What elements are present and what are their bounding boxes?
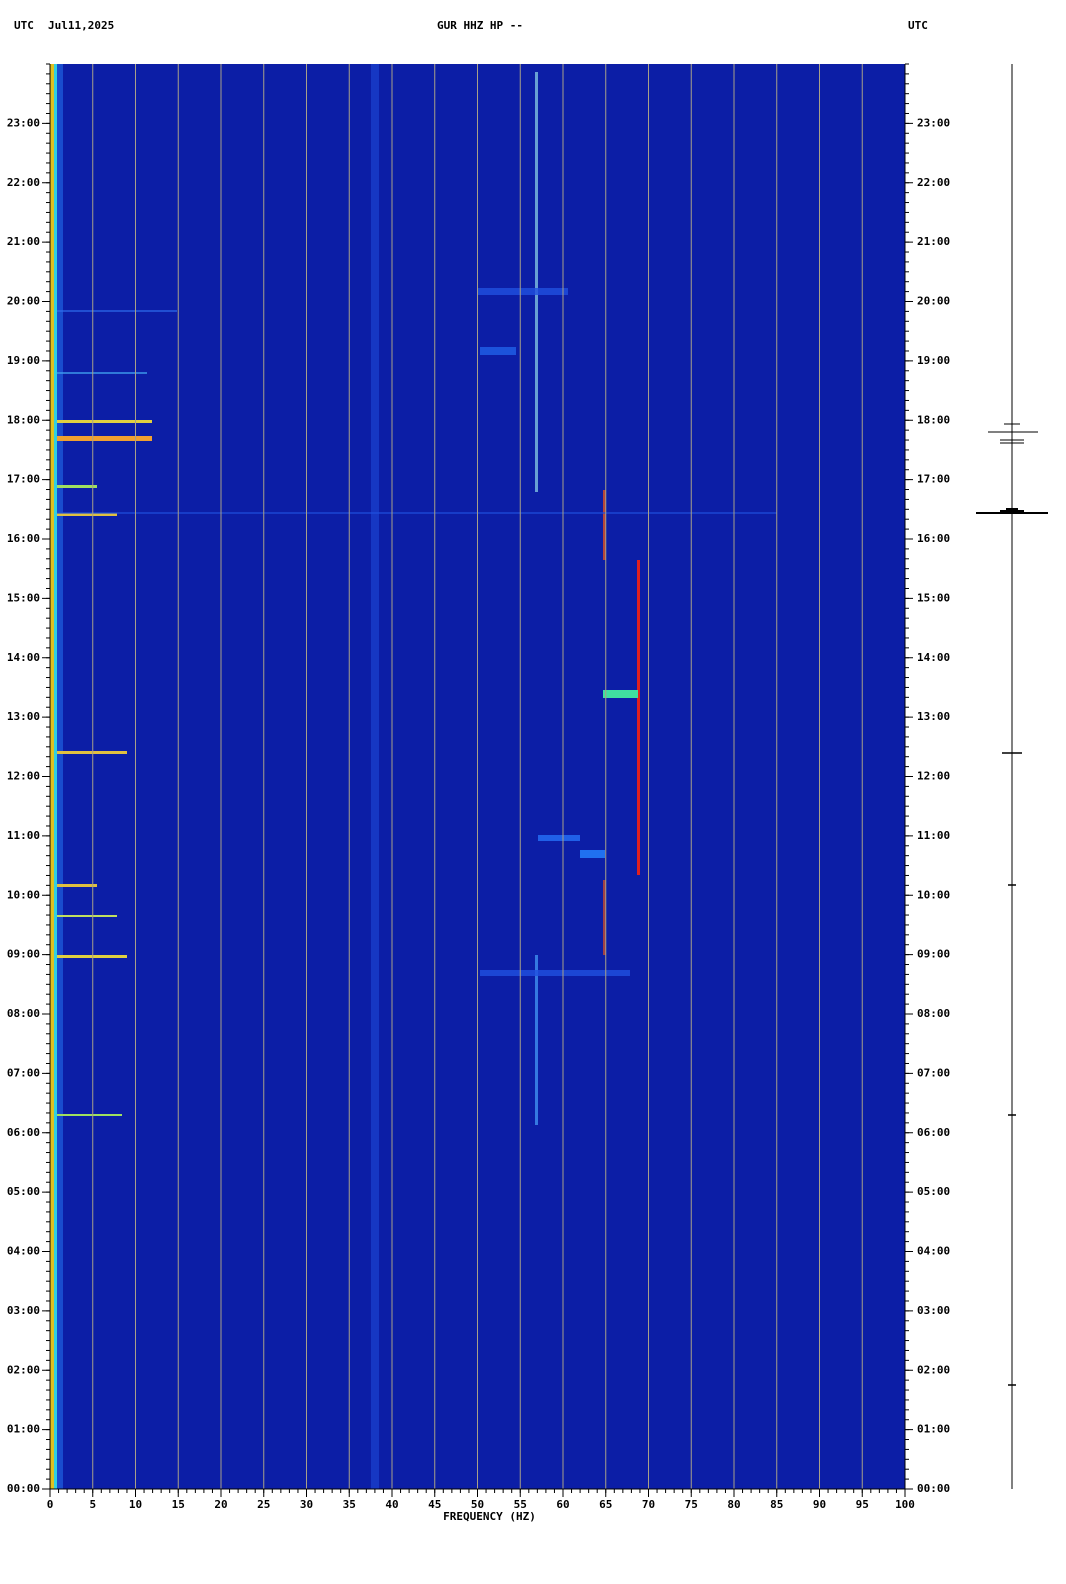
y-tick-label: 01:00 xyxy=(917,1423,950,1436)
x-tick-label: 80 xyxy=(727,1498,740,1511)
y-tick-label: 02:00 xyxy=(7,1363,40,1376)
y-tick-label: 13:00 xyxy=(7,710,40,723)
spectral-texture xyxy=(50,64,777,1489)
y-tick-label: 14:00 xyxy=(917,651,950,664)
y-tick-label: 05:00 xyxy=(917,1185,950,1198)
x-tick-label: 65 xyxy=(599,1498,612,1511)
y-tick-label: 06:00 xyxy=(917,1126,950,1139)
y-tick-label: 19:00 xyxy=(917,354,950,367)
y-tick-label: 22:00 xyxy=(7,176,40,189)
y-tick-label: 08:00 xyxy=(917,1007,950,1020)
y-tick-label: 09:00 xyxy=(7,948,40,961)
y-tick-label: 10:00 xyxy=(7,888,40,901)
x-tick-label: 50 xyxy=(471,1498,484,1511)
y-tick-label: 00:00 xyxy=(7,1482,40,1495)
y-tick-label: 03:00 xyxy=(917,1304,950,1317)
y-tick-label: 04:00 xyxy=(7,1245,40,1258)
y-tick-label: 07:00 xyxy=(917,1066,950,1079)
y-tick-label: 09:00 xyxy=(917,948,950,961)
x-tick-label: 90 xyxy=(813,1498,826,1511)
x-tick-label: 40 xyxy=(385,1498,398,1511)
y-tick-label: 19:00 xyxy=(7,354,40,367)
y-tick-label: 16:00 xyxy=(917,532,950,545)
left-header: UTC xyxy=(14,19,34,32)
y-tick-label: 05:00 xyxy=(7,1185,40,1198)
y-tick-label: 02:00 xyxy=(917,1363,950,1376)
x-tick-label: 15 xyxy=(172,1498,185,1511)
y-tick-label: 23:00 xyxy=(7,116,40,129)
x-tick-label: 5 xyxy=(89,1498,96,1511)
y-tick-label: 20:00 xyxy=(7,295,40,308)
y-tick-label: 00:00 xyxy=(917,1482,950,1495)
y-tick-label: 16:00 xyxy=(7,532,40,545)
y-tick-label: 13:00 xyxy=(917,710,950,723)
x-axis-label: FREQUENCY (HZ) xyxy=(443,1510,536,1523)
y-tick-label: 08:00 xyxy=(7,1007,40,1020)
y-tick-label: 21:00 xyxy=(7,235,40,248)
x-tick-label: 60 xyxy=(556,1498,569,1511)
y-tick-label: 20:00 xyxy=(917,295,950,308)
x-tick-label: 70 xyxy=(642,1498,655,1511)
chart-title: GUR HHZ HP -- xyxy=(437,19,523,32)
y-tick-label: 15:00 xyxy=(917,591,950,604)
x-tick-label: 55 xyxy=(514,1498,527,1511)
y-tick-label: 17:00 xyxy=(917,473,950,486)
x-tick-label: 85 xyxy=(770,1498,783,1511)
x-tick-label: 20 xyxy=(214,1498,227,1511)
y-tick-label: 15:00 xyxy=(7,591,40,604)
y-tick-label: 01:00 xyxy=(7,1423,40,1436)
y-tick-label: 12:00 xyxy=(917,770,950,783)
x-tick-label: 100 xyxy=(895,1498,915,1511)
y-tick-label: 06:00 xyxy=(7,1126,40,1139)
y-tick-label: 14:00 xyxy=(7,651,40,664)
x-tick-label: 75 xyxy=(685,1498,698,1511)
y-tick-label: 18:00 xyxy=(7,413,40,426)
y-tick-label: 17:00 xyxy=(7,473,40,486)
y-tick-label: 07:00 xyxy=(7,1066,40,1079)
x-tick-label: 95 xyxy=(856,1498,869,1511)
y-tick-label: 23:00 xyxy=(917,116,950,129)
x-tick-label: 45 xyxy=(428,1498,441,1511)
y-tick-label: 10:00 xyxy=(917,888,950,901)
y-tick-label: 12:00 xyxy=(7,770,40,783)
x-tick-label: 30 xyxy=(300,1498,313,1511)
date: Jul11,2025 xyxy=(48,19,114,32)
x-tick-label: 35 xyxy=(343,1498,356,1511)
x-tick-label: 0 xyxy=(47,1498,54,1511)
right-header: UTC xyxy=(908,19,928,32)
y-tick-label: 22:00 xyxy=(917,176,950,189)
x-tick-label: 10 xyxy=(129,1498,142,1511)
y-tick-label: 04:00 xyxy=(917,1245,950,1258)
y-tick-label: 11:00 xyxy=(917,829,950,842)
seismogram-trace xyxy=(976,64,1048,1489)
y-tick-label: 03:00 xyxy=(7,1304,40,1317)
x-tick-label: 25 xyxy=(257,1498,270,1511)
y-tick-label: 18:00 xyxy=(917,413,950,426)
y-tick-label: 21:00 xyxy=(917,235,950,248)
y-tick-label: 11:00 xyxy=(7,829,40,842)
